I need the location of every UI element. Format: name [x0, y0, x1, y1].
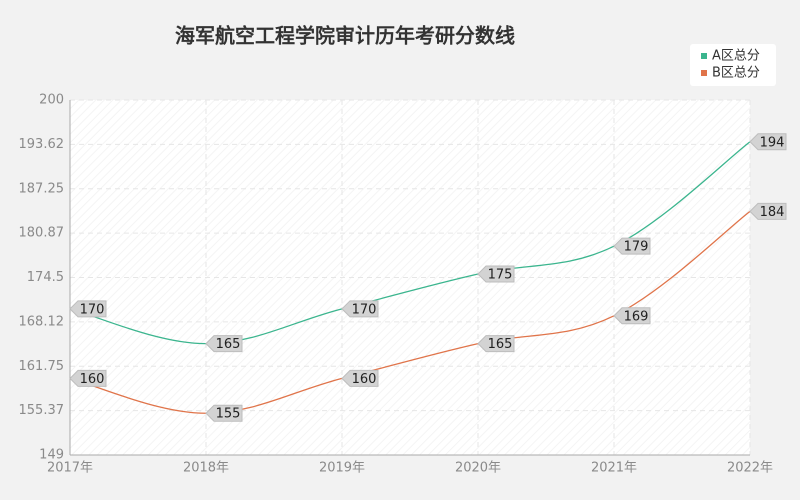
- series-line: [69, 210, 751, 414]
- x-tick-label: 2018年: [183, 461, 229, 476]
- legend-marker: [701, 53, 707, 59]
- value-label: 170: [80, 302, 105, 317]
- x-tick-label: 2020年: [455, 461, 501, 476]
- value-label: 160: [352, 372, 377, 387]
- value-label-tag: [69, 369, 107, 387]
- plot-area: [70, 100, 750, 455]
- y-tick-label: 161.75: [19, 359, 65, 374]
- value-label: 155: [216, 407, 241, 422]
- value-label-tag: [69, 300, 107, 318]
- y-tick-label: 193.62: [19, 137, 65, 152]
- x-tick-label: 2021年: [591, 461, 637, 476]
- value-label-tag: [749, 202, 787, 220]
- value-label: 165: [216, 337, 241, 352]
- value-label-tag: [613, 307, 651, 325]
- x-tick-label: 2022年: [727, 461, 773, 476]
- x-tick-label: 2019年: [319, 461, 365, 476]
- y-tick-label: 149: [39, 448, 64, 463]
- value-label: 184: [760, 205, 785, 220]
- chart-title: 海军航空工程学院审计历年考研分数线: [175, 24, 515, 48]
- y-tick-label: 200: [39, 93, 64, 108]
- value-label: 179: [624, 240, 649, 255]
- y-tick-label: 180.87: [19, 226, 65, 241]
- legend-label: B区总分: [712, 66, 760, 81]
- x-tick-label: 2017年: [47, 461, 93, 476]
- legend-label: A区总分: [712, 49, 760, 64]
- value-label-tag: [341, 369, 379, 387]
- value-label: 169: [624, 309, 649, 324]
- y-tick-label: 174.5: [27, 270, 64, 285]
- value-label-tag: [341, 300, 379, 318]
- value-label: 165: [488, 337, 513, 352]
- value-label: 175: [488, 268, 513, 283]
- y-tick-label: 168.12: [19, 314, 65, 329]
- legend-box: [690, 44, 776, 86]
- y-tick-label: 187.25: [19, 181, 65, 196]
- value-label-tag: [205, 335, 243, 353]
- legend-marker: [701, 70, 707, 76]
- y-tick-label: 155.37: [19, 403, 65, 418]
- value-label-tag: [477, 335, 515, 353]
- value-label: 160: [80, 372, 105, 387]
- value-label-tag: [477, 265, 515, 283]
- value-label: 170: [352, 302, 377, 317]
- value-label-tag: [613, 237, 651, 255]
- value-label-tag: [205, 404, 243, 422]
- value-label: 194: [760, 135, 785, 150]
- series-line: [69, 141, 751, 345]
- value-label-tag: [749, 133, 787, 151]
